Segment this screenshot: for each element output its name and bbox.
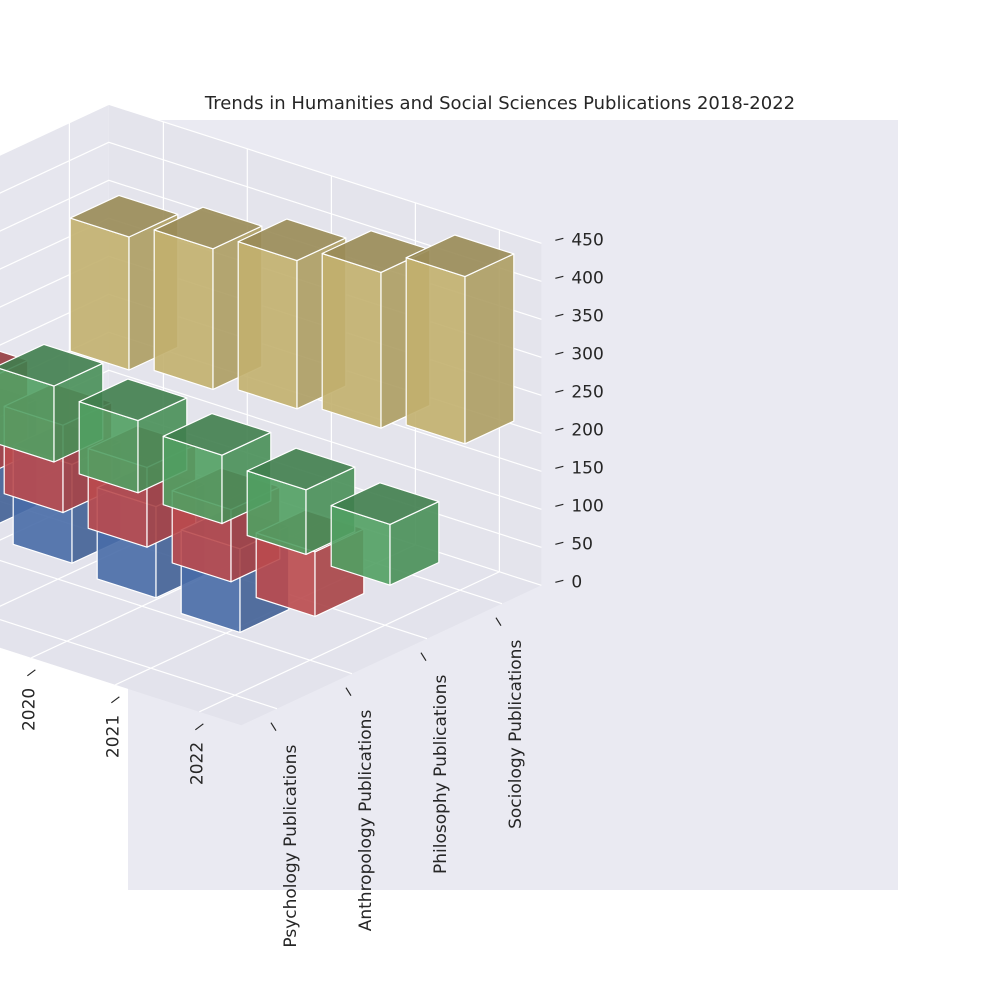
bar-face-top bbox=[330, 482, 440, 526]
z-tick bbox=[555, 275, 564, 279]
axis-ticks: 20182019202020212022Psychology Publicati… bbox=[19, 230, 603, 948]
z-tick bbox=[555, 313, 564, 317]
z-tick bbox=[555, 237, 564, 241]
z-tick bbox=[555, 427, 564, 431]
bar-face-top bbox=[69, 194, 179, 238]
x-tick bbox=[26, 669, 36, 677]
bar bbox=[330, 482, 440, 586]
z-tick bbox=[555, 541, 564, 545]
bar-face-top bbox=[153, 206, 263, 250]
z-tick bbox=[555, 503, 564, 507]
grid-line-y bbox=[0, 619, 278, 710]
chart-title: Trends in Humanities and Social Sciences… bbox=[204, 93, 796, 114]
z-tick-label: 350 bbox=[571, 306, 603, 326]
z-tick-label: 0 bbox=[571, 572, 582, 592]
bar-face-left bbox=[69, 217, 130, 371]
bar bbox=[162, 413, 272, 525]
y-tick-label: Philosophy Publications bbox=[431, 675, 451, 874]
z-tick bbox=[555, 351, 564, 355]
z-tick-label: 150 bbox=[571, 458, 603, 478]
bar-face-right bbox=[464, 253, 515, 445]
grid-line-z bbox=[0, 369, 542, 510]
bar-face-top bbox=[162, 413, 272, 456]
z-tick-label: 450 bbox=[571, 230, 603, 250]
grid-line-y bbox=[0, 559, 353, 675]
y-tick-label: Sociology Publications bbox=[506, 640, 526, 829]
y-tick-label: Anthropology Publications bbox=[356, 710, 376, 932]
bar bbox=[246, 447, 356, 556]
z-tick bbox=[555, 579, 564, 583]
grid-line-z bbox=[0, 141, 542, 282]
z-tick-label: 300 bbox=[571, 344, 603, 364]
x-tick-label: 2022 bbox=[187, 742, 207, 785]
x-tick bbox=[110, 696, 120, 704]
z-tick-label: 200 bbox=[571, 420, 603, 440]
bar-face-left bbox=[237, 241, 298, 410]
bar-face-top bbox=[78, 378, 188, 422]
bar-face-top bbox=[246, 447, 356, 491]
y-tick bbox=[345, 687, 352, 696]
y-tick bbox=[495, 617, 502, 626]
grid-line-z bbox=[0, 103, 542, 244]
bar-face-top bbox=[405, 234, 515, 278]
bar bbox=[405, 234, 515, 445]
bar-face-top bbox=[237, 218, 347, 262]
z-tick-label: 50 bbox=[571, 534, 593, 554]
y-tick bbox=[270, 722, 277, 731]
y-tick-label: Psychology Publications bbox=[281, 745, 301, 948]
bar-face-left bbox=[405, 257, 466, 445]
x-tick bbox=[194, 723, 204, 731]
z-tick-label: 400 bbox=[571, 268, 603, 288]
y-tick bbox=[420, 652, 427, 661]
bar-face-top bbox=[0, 343, 104, 387]
z-tick-label: 100 bbox=[571, 496, 603, 516]
bar bbox=[78, 378, 188, 494]
bar-face-left bbox=[153, 229, 214, 390]
z-tick bbox=[555, 389, 564, 393]
x-tick-label: 2021 bbox=[103, 715, 123, 758]
z-tick bbox=[555, 465, 564, 469]
bars-group bbox=[0, 194, 515, 634]
z-tick-label: 250 bbox=[571, 382, 603, 402]
bar-face-left bbox=[321, 252, 382, 429]
x-tick-label: 2020 bbox=[19, 688, 39, 731]
